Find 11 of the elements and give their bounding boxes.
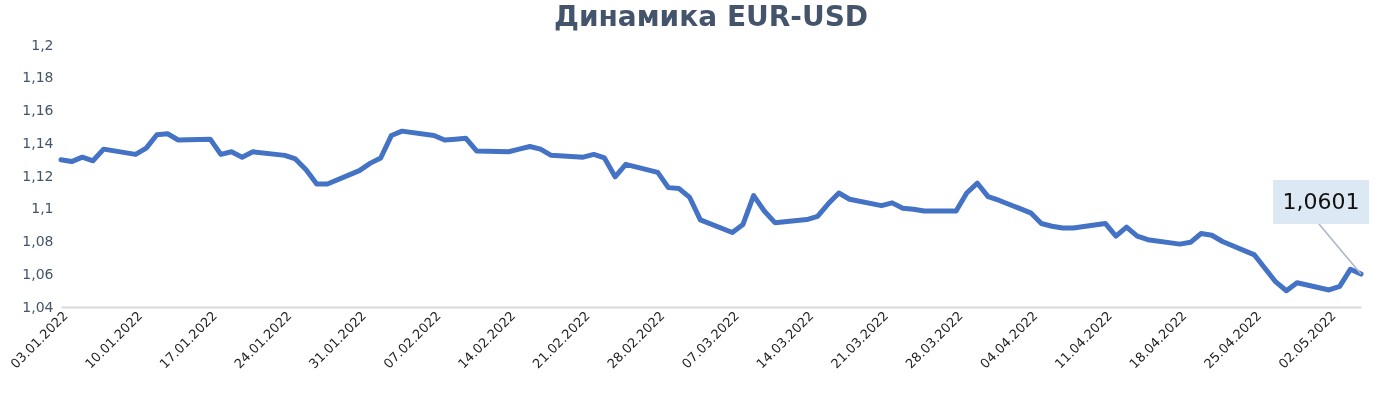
y-tick-label: 1,1 [31, 200, 54, 217]
y-tick-label: 1,06 [22, 265, 54, 282]
y-tick-label: 1,14 [22, 134, 54, 151]
y-tick-label: 1,16 [22, 102, 54, 118]
y-tick-label: 1,2 [31, 36, 54, 53]
annotation: 1,0601 [1282, 189, 1360, 215]
y-tick-label: 1,08 [22, 233, 54, 249]
y-tick-label: 1,12 [22, 167, 54, 184]
y-tick-label: 1,04 [22, 298, 54, 315]
y-tick-label: 1,18 [22, 69, 54, 86]
chart-title: Динамика EUR-USD [553, 0, 869, 33]
